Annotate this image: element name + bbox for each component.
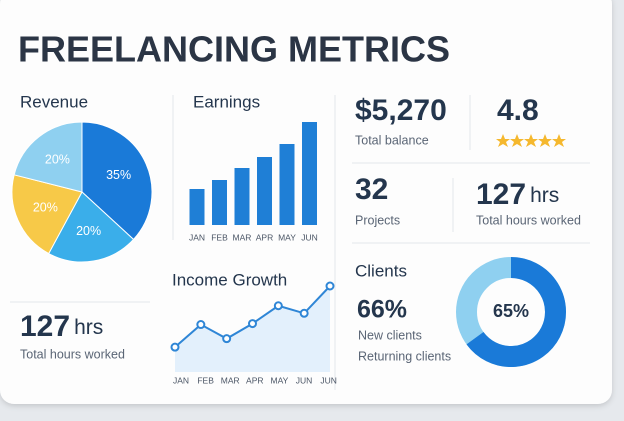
point bbox=[299, 308, 309, 318]
bar bbox=[234, 168, 250, 225]
data-label: 20% bbox=[45, 153, 70, 167]
kpi-label: Returning clients bbox=[358, 349, 451, 363]
bar bbox=[302, 122, 317, 225]
chart-title: Income Growth bbox=[172, 270, 287, 289]
title: FREELANCING METRICS bbox=[18, 29, 450, 70]
pie-slice bbox=[48, 191, 135, 263]
bar bbox=[279, 144, 295, 225]
chart-title: Revenue bbox=[20, 92, 88, 111]
point bbox=[325, 281, 335, 291]
bar bbox=[212, 180, 227, 225]
x-tick-label: JUN bbox=[296, 375, 313, 385]
data-label: 65% bbox=[493, 301, 529, 321]
kpi-number: 127 bbox=[20, 310, 70, 343]
kpi-label: Total hours worked bbox=[476, 213, 581, 227]
point bbox=[196, 320, 206, 330]
pie-slice bbox=[13, 121, 83, 193]
kpi-label: Total hours worked bbox=[20, 347, 125, 361]
data-label: 20% bbox=[33, 200, 58, 214]
x-tick-label: JUN bbox=[301, 232, 318, 242]
kpi-value: $5,270 bbox=[355, 94, 447, 127]
x-tick-label: APR bbox=[246, 375, 263, 385]
kpi-label: New clients bbox=[358, 328, 422, 342]
point bbox=[273, 301, 283, 311]
x-tick-label: JAN bbox=[189, 232, 205, 242]
x-tick-label: FEB bbox=[197, 375, 214, 385]
kpi-value: 66% bbox=[357, 296, 407, 324]
point bbox=[248, 319, 257, 329]
kpi-label: Total balance bbox=[355, 133, 429, 147]
pie-slice bbox=[81, 121, 153, 241]
x-tick-label: FEB bbox=[211, 232, 228, 242]
kpi-value: 127 hrs bbox=[20, 310, 103, 343]
kpi-value: 127 hrs bbox=[476, 178, 559, 211]
kpi-label: Projects bbox=[355, 213, 400, 227]
data-label: 20% bbox=[76, 224, 101, 238]
x-tick-label: MAR bbox=[233, 232, 252, 242]
point bbox=[222, 334, 232, 344]
kpi-value: 32 bbox=[355, 173, 388, 206]
kpi-value: 4.8 bbox=[497, 94, 539, 127]
x-tick-label: MAR bbox=[221, 375, 240, 385]
x-tick-label: APR bbox=[256, 232, 273, 242]
area bbox=[175, 286, 330, 372]
chart-title: Earnings bbox=[193, 92, 260, 111]
pie-slice bbox=[11, 174, 83, 255]
data-label: 35% bbox=[106, 168, 131, 182]
kpi-unit: hrs bbox=[530, 184, 559, 207]
x-tick-label: MAY bbox=[271, 375, 289, 385]
x-tick-label: JUN bbox=[320, 375, 337, 385]
stars bbox=[496, 134, 566, 147]
x-tick-label: MAY bbox=[278, 232, 296, 242]
bar bbox=[257, 157, 272, 225]
bar bbox=[189, 189, 205, 225]
kpi-unit: hrs bbox=[74, 316, 103, 339]
chart-title: Clients bbox=[355, 261, 407, 280]
kpi-number: 127 bbox=[476, 178, 526, 211]
x-tick-label: JAN bbox=[173, 375, 189, 385]
point bbox=[170, 342, 180, 352]
donut-segment bbox=[466, 257, 566, 367]
